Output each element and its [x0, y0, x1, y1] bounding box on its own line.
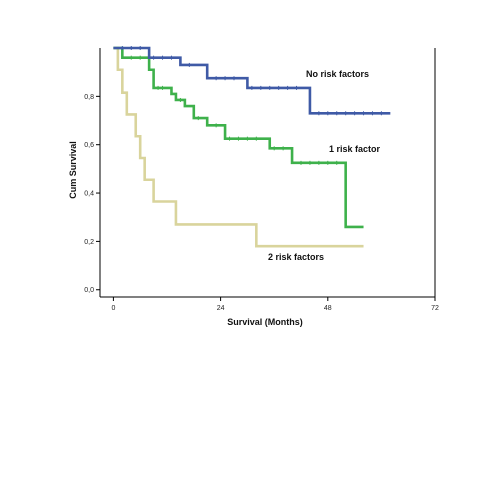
x-tick-label: 24 — [217, 305, 225, 312]
annotation-1-risk-factor: 1 risk factor — [329, 144, 381, 154]
x-tick-label: 0 — [111, 305, 115, 312]
y-tick-label: 0,8 — [84, 94, 94, 101]
series-group — [113, 46, 391, 248]
annotation-2-risk-factors: 2 risk factors — [268, 252, 324, 262]
x-axis-title: Survival (Months) — [227, 317, 303, 327]
y-axis: 0,0 0,2 0,4 0,6 0,8 — [84, 94, 100, 294]
y-tick-label: 0,4 — [84, 191, 94, 198]
series-line-1-risk-factor — [113, 46, 364, 229]
plot-frame — [99, 48, 436, 298]
series-line-no-risk-factors — [113, 46, 391, 115]
x-axis: 0 24 48 72 — [111, 297, 439, 312]
annotation-no-risk-factors: No risk factors — [306, 69, 369, 79]
y-tick-label: 0,0 — [84, 287, 94, 294]
y-tick-label: 0,6 — [84, 142, 94, 149]
x-tick-label: 72 — [431, 305, 439, 312]
y-axis-title: Cum Survival — [68, 141, 78, 199]
x-tick-label: 48 — [324, 305, 332, 312]
y-tick-label: 0,2 — [84, 239, 94, 246]
series-line-2-risk-factors — [113, 46, 364, 248]
